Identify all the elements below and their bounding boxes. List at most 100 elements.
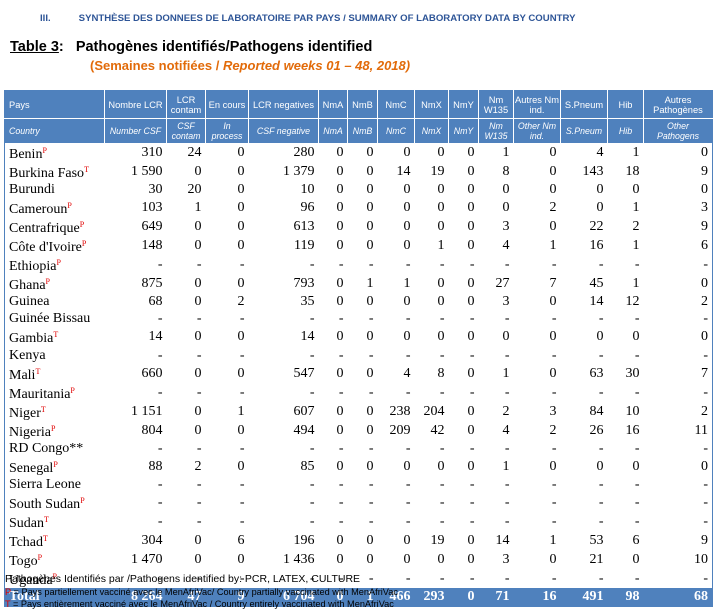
value-cell: - [598,440,604,456]
vaccination-mark: P [53,459,58,469]
value-cell: 0 [237,145,245,160]
value-cell: - [338,513,344,529]
value-cell: 4 [596,145,604,160]
value-cell: 0 [237,329,245,345]
value-cell: 0 [632,458,640,474]
value-cell: 238 [389,403,411,419]
value-cell: - [309,311,315,327]
value-cell: 3 [502,219,510,235]
table-row: SenegalP 88 2 0 85 0 0 0 0 0 1 0 0 0 0 [5,457,713,476]
column-header-fr: Nombre LCR [104,90,167,119]
value-cell: 0 [336,145,344,160]
value-cell: 3 [549,403,557,419]
value-cell: 0 [336,200,344,216]
value-cell: 9 [701,532,708,548]
value-cell: 0 [467,200,475,216]
column-header-fr: LCR negatives [248,90,319,119]
value-cell: - [703,347,708,363]
value-cell: 0 [467,276,475,292]
total-value: 9 [205,587,249,607]
country-name: Cameroun [9,202,68,218]
value-cell: 0 [549,182,557,198]
value-cell: 0 [632,329,640,345]
value-cell: 0 [366,422,374,438]
value-cell: - [439,311,445,327]
value-cell: 0 [366,145,374,160]
value-cell: 0 [403,551,411,567]
value-cell: 0 [366,532,374,548]
table-row: Côte d'IvoireP 148 0 0 119 0 0 0 1 0 4 1 16 1 6 [5,236,713,255]
value-cell: 3 [701,200,708,216]
value-cell: - [703,440,708,456]
value-cell: 0 [403,219,411,235]
value-cell: 1 151 [131,403,163,419]
value-cell: - [703,476,708,492]
total-value: 0 [318,587,348,607]
column-header-en: Hib [607,118,644,143]
total-value: 16 [513,587,561,607]
value-cell: - [368,570,374,586]
value-cell: 494 [293,422,315,438]
vaccination-mark: T [44,514,49,524]
value-cell: 0 [336,164,344,179]
column-header-en: Other Nm ind. [513,118,561,143]
vaccination-mark: T [35,366,41,376]
total-value: 293 [414,587,449,607]
country-cell: CamerounP [5,198,105,217]
value-cell: 0 [549,164,557,179]
value-cell: 18 [625,164,640,179]
value-cell: 793 [293,276,315,292]
value-cell: 0 [366,164,374,179]
value-cell: 0 [701,276,708,292]
section-number: III. [40,13,51,24]
value-cell: 0 [336,276,344,292]
column-header-en: Number CSF [104,118,167,143]
value-cell: 0 [437,276,445,292]
value-cell: 0 [336,365,344,381]
country-cell: NigerT [5,402,105,421]
value-cell: - [504,476,510,492]
subtitle-en: Reported weeks 01 – 48, 2018) [222,58,411,73]
value-cell: - [703,384,708,400]
country-cell: Guinea [5,293,105,310]
value-cell: 4 [403,365,411,381]
value-cell: 0 [403,329,411,345]
value-cell: 0 [632,182,640,198]
value-cell: - [504,384,510,400]
column-header-fr: S.Pneum [560,90,608,119]
subtitle-fr: (Semaines notifiées / [90,58,223,73]
value-cell: 0 [437,551,445,567]
value-cell: 0 [194,164,202,179]
value-cell: 0 [237,276,245,292]
value-cell: 0 [437,458,445,474]
value-cell: - [196,311,202,327]
value-cell: 16 [625,422,640,438]
value-cell: 0 [467,532,475,548]
country-cell: NigeriaP [5,421,105,440]
value-cell: - [239,384,245,400]
value-cell: 0 [366,238,374,254]
value-cell: - [504,311,510,327]
value-cell: 0 [596,329,604,345]
value-cell: - [368,476,374,492]
value-cell: - [469,347,475,363]
value-cell: 21 [589,551,604,567]
value-cell: 0 [467,182,475,198]
value-cell: - [439,570,445,586]
value-cell: 0 [467,458,475,474]
country-cell: MauritaniaP [5,383,105,402]
value-cell: - [239,476,245,492]
value-cell: 613 [293,219,315,235]
value-cell: 10 [625,403,640,419]
value-cell: 0 [336,182,344,198]
total-value: 1 [347,587,378,607]
total-value: 47 [166,587,206,607]
value-cell: 304 [141,532,163,548]
vaccination-mark: P [56,258,61,268]
value-cell: 0 [403,238,411,254]
value-cell: - [338,311,344,327]
value-cell: 8 [437,365,445,381]
column-header-fr: NmC [377,90,415,119]
value-cell: 0 [237,238,245,254]
